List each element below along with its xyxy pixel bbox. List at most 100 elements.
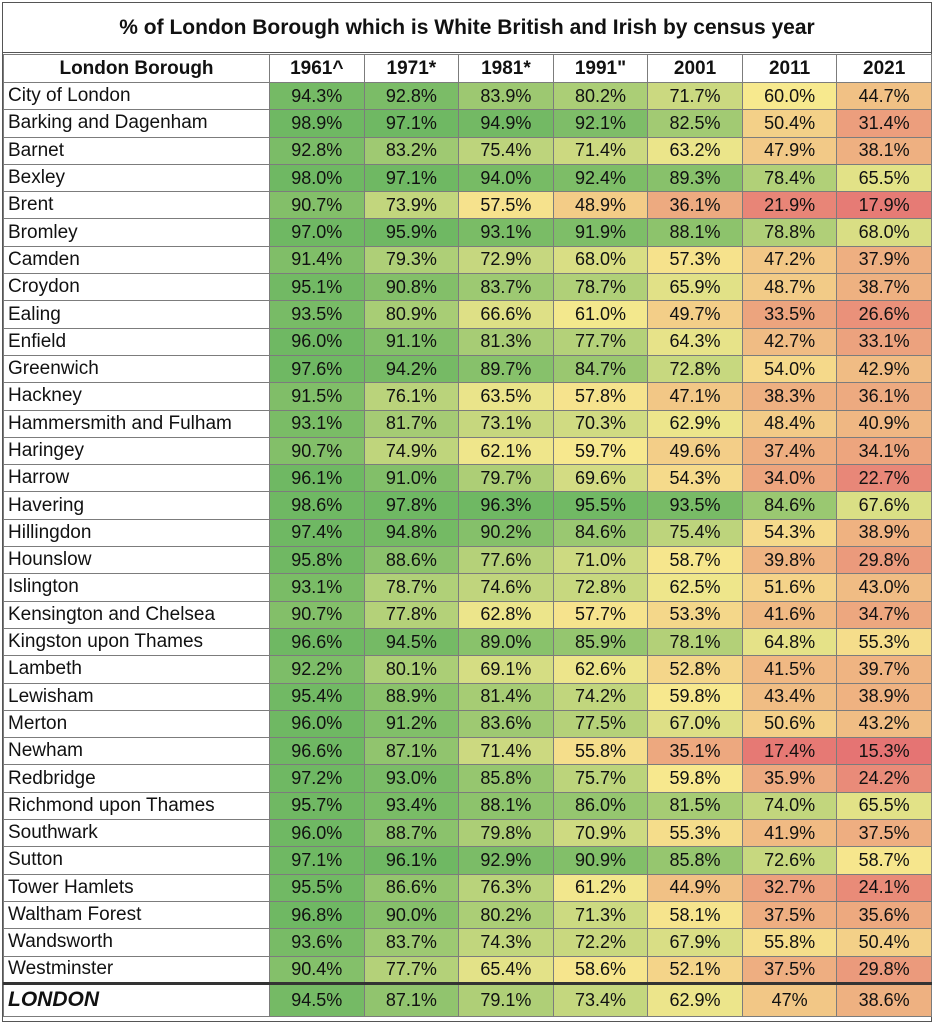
value-cell: 57.3% — [647, 245, 743, 275]
value-cell: 75.4% — [458, 136, 554, 165]
value-cell: 37.5% — [741, 900, 838, 930]
value-cell: 33.1% — [836, 327, 932, 356]
value-cell: 62.1% — [458, 436, 554, 466]
value-cell: 72.8% — [647, 354, 743, 384]
value-cell: 51.6% — [741, 573, 838, 602]
value-cell: 81.5% — [647, 791, 743, 821]
value-cell: 32.7% — [741, 873, 838, 902]
value-cell: 58.6% — [552, 955, 649, 984]
value-cell: 93.0% — [363, 764, 460, 793]
value-cell: 74.6% — [458, 573, 554, 602]
value-cell: 95.7% — [269, 791, 365, 821]
value-cell: 65.5% — [836, 163, 932, 193]
value-cell: 80.2% — [458, 900, 554, 930]
value-cell: 63.5% — [458, 382, 554, 411]
value-cell: 42.7% — [741, 327, 838, 356]
value-cell: 34.1% — [836, 436, 932, 466]
value-cell: 97.1% — [363, 163, 460, 193]
value-cell: 55.3% — [647, 819, 743, 848]
value-cell: 94.9% — [458, 109, 554, 138]
table-row: Barking and Dagenham 98.9% 97.1% 94.9% 92.1%… — [3, 109, 932, 138]
value-cell: 47.9% — [741, 136, 838, 165]
value-cell: 91.0% — [363, 464, 460, 493]
value-cell: 41.6% — [741, 600, 838, 629]
value-cell: 52.8% — [647, 655, 743, 684]
value-cell: 97.6% — [269, 354, 365, 384]
total-row: LONDON 94.5% 87.1% 79.1% 73.4% 62.9% 47% 38.6% — [3, 981, 932, 1017]
value-cell: 96.6% — [269, 737, 365, 766]
value-cell: 85.8% — [458, 764, 554, 793]
value-cell: 37.5% — [741, 955, 838, 984]
value-cell: 69.1% — [458, 655, 554, 684]
value-cell: 17.4% — [741, 737, 838, 766]
borough-name: Hackney — [3, 382, 270, 411]
value-cell: 93.1% — [269, 573, 365, 602]
value-cell: 94.8% — [363, 518, 460, 548]
value-cell: 55.3% — [836, 627, 932, 657]
value-cell: 43.2% — [836, 709, 932, 739]
value-cell: 33.5% — [741, 300, 838, 329]
value-cell: 79.7% — [458, 464, 554, 493]
value-cell: 95.8% — [269, 546, 365, 575]
value-cell: 96.0% — [269, 327, 365, 356]
value-cell: 35.6% — [836, 900, 932, 930]
borough-name: Brent — [3, 191, 270, 220]
value-cell: 54.3% — [647, 464, 743, 493]
borough-name: Havering — [3, 491, 270, 520]
value-cell: 87.1% — [363, 737, 460, 766]
value-cell: 78.4% — [741, 163, 838, 193]
value-cell: 90.7% — [269, 600, 365, 629]
value-cell: 73.9% — [363, 191, 460, 220]
value-cell: 48.4% — [741, 409, 838, 438]
value-cell: 91.2% — [363, 709, 460, 739]
value-cell: 37.9% — [836, 245, 932, 275]
borough-name: Kingston upon Thames — [3, 627, 270, 657]
value-cell: 42.9% — [836, 354, 932, 384]
value-cell: 55.8% — [552, 737, 649, 766]
value-cell: 93.1% — [269, 409, 365, 438]
value-cell: 50.6% — [741, 709, 838, 739]
borough-name: Hammersmith and Fulham — [3, 409, 270, 438]
column-header: 2001 — [647, 54, 743, 83]
column-header: 2021 — [836, 54, 932, 83]
value-cell: 74.0% — [741, 791, 838, 821]
value-cell: 57.5% — [458, 191, 554, 220]
value-cell: 97.2% — [269, 764, 365, 793]
value-cell: 96.0% — [269, 709, 365, 739]
value-cell: 71.4% — [458, 737, 554, 766]
value-cell: 38.3% — [741, 382, 838, 411]
value-cell: 26.6% — [836, 300, 932, 329]
table-row: Hackney 91.5% 76.1% 63.5% 57.8% 47.1% 38.3% 36.… — [3, 382, 932, 411]
table-row: Barnet 92.8% 83.2% 75.4% 71.4% 63.2% 47.9% 38.1… — [3, 136, 932, 165]
value-cell: 90.7% — [269, 191, 365, 220]
value-cell: 85.8% — [647, 846, 743, 875]
table-row: Tower Hamlets 95.5% 86.6% 76.3% 61.2% 44.9% 32… — [3, 873, 932, 902]
value-cell: 64.8% — [741, 627, 838, 657]
table-row: Newham 96.6% 87.1% 71.4% 55.8% 35.1% 17.4% 15.3… — [3, 737, 932, 766]
value-cell: 36.1% — [836, 382, 932, 411]
value-cell: 47.1% — [647, 382, 743, 411]
value-cell: 59.7% — [552, 436, 649, 466]
value-cell: 21.9% — [741, 191, 838, 220]
value-cell: 77.7% — [363, 955, 460, 984]
value-cell: 38.1% — [836, 136, 932, 165]
value-cell: 78.7% — [363, 573, 460, 602]
value-cell: 75.7% — [552, 764, 649, 793]
row-header: London Borough — [3, 54, 270, 83]
value-cell: 67.9% — [647, 928, 743, 957]
value-cell: 88.9% — [363, 682, 460, 711]
value-cell: 96.1% — [269, 464, 365, 493]
table-row: Hammersmith and Fulham 93.1% 81.7% 73.1% 70.… — [3, 409, 932, 438]
value-cell: 89.7% — [458, 354, 554, 384]
value-cell: 44.7% — [836, 81, 932, 111]
value-cell: 81.7% — [363, 409, 460, 438]
value-cell: 97.1% — [269, 846, 365, 875]
borough-name: Greenwich — [3, 354, 270, 384]
value-cell: 93.1% — [458, 218, 554, 247]
value-cell: 66.6% — [458, 300, 554, 329]
value-cell: 96.8% — [269, 900, 365, 930]
value-cell: 74.3% — [458, 928, 554, 957]
value-cell: 35.9% — [741, 764, 838, 793]
borough-name: Wandsworth — [3, 928, 270, 957]
value-cell: 52.1% — [647, 955, 743, 984]
